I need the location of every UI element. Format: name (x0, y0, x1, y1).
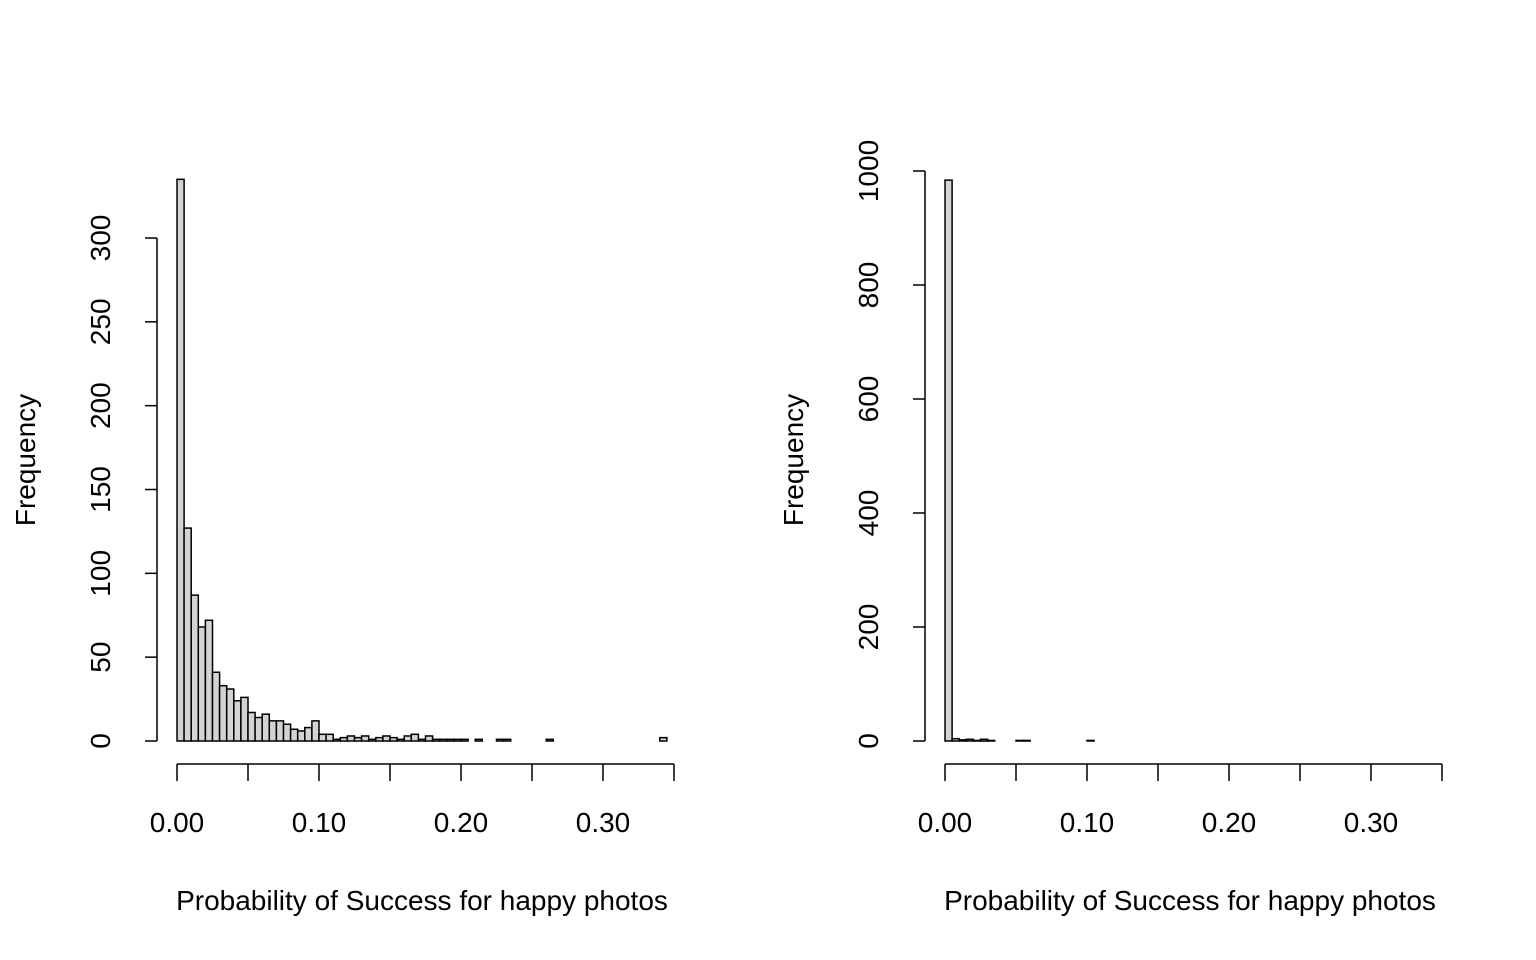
histogram-bar (979, 738, 989, 742)
histogram-bar (304, 726, 313, 742)
histogram-bar (417, 738, 427, 742)
histogram-bar (183, 527, 192, 742)
histogram-bar (460, 738, 469, 742)
histogram-bar (275, 720, 285, 742)
histogram-bar (1015, 739, 1024, 742)
y-tick-label: 50 (85, 642, 116, 673)
histogram-bar (282, 723, 292, 742)
histogram-bar (261, 713, 271, 742)
histogram-bar (659, 736, 668, 742)
histogram-bar (1086, 739, 1095, 742)
histogram-bar (176, 178, 185, 742)
y-tick-label: 150 (85, 466, 116, 513)
histogram-bar (424, 735, 434, 742)
y-tick-label: 200 (853, 604, 884, 651)
histogram-bar (495, 738, 505, 742)
y-tick-label: 800 (853, 262, 884, 309)
y-tick-label: 0 (85, 733, 116, 749)
histogram-bar (325, 733, 334, 742)
histogram-left: Probability of Success for happy photos … (10, 178, 675, 916)
x-tick-label: 0.20 (1202, 807, 1257, 838)
histogram-bar (382, 735, 391, 742)
histogram-bar (360, 735, 370, 742)
x-axis-label: Probability of Success for happy photos (176, 885, 668, 916)
x-tick-label: 0.30 (576, 807, 631, 838)
histogram-bar (446, 738, 455, 742)
histogram-bar (339, 736, 349, 742)
histogram-bar (367, 738, 377, 742)
histogram-bar (289, 728, 299, 742)
histogram-bar (951, 737, 960, 742)
histogram-bar (986, 739, 996, 742)
histogram-bar (247, 711, 256, 742)
histogram-bar (410, 733, 420, 742)
histogram-bar (958, 739, 968, 742)
histogram-bar (389, 736, 398, 742)
histogram-bar (1022, 739, 1031, 742)
histogram-bar (403, 735, 413, 742)
y-tick-label: 0 (853, 733, 884, 749)
histogram-right: Probability of Success for happy photos … (778, 140, 1443, 916)
histogram-bar (438, 738, 448, 742)
histogram-bar (474, 738, 484, 742)
histogram-bar (346, 735, 356, 742)
histogram-bar (965, 738, 975, 742)
histogram-bar (296, 730, 306, 742)
y-axis-label: Frequency (10, 394, 41, 526)
histogram-bar (254, 716, 263, 742)
histogram-bar (332, 738, 342, 742)
histogram-bar (233, 700, 242, 742)
histogram-bar (240, 696, 249, 742)
x-tick-label: 0.20 (434, 807, 489, 838)
histogram-bar (311, 720, 320, 742)
histogram-bar (318, 733, 327, 742)
x-tick-label: 0.10 (1060, 807, 1115, 838)
histogram-bar (225, 688, 235, 742)
x-tick-label: 0.00 (918, 807, 973, 838)
histogram-bar (944, 179, 953, 742)
y-tick-label: 100 (85, 550, 116, 597)
histogram-bar (204, 619, 214, 742)
y-axis-label: Frequency (778, 394, 809, 526)
x-axis-label: Probability of Success for happy photos (944, 885, 1436, 916)
histogram-bar (431, 738, 441, 742)
histogram-bar (396, 738, 405, 742)
histogram-bar (197, 626, 207, 742)
histogram-bar (502, 738, 512, 742)
histogram-bar (375, 736, 384, 742)
y-tick-label: 200 (85, 382, 116, 429)
x-tick-label: 0.30 (1344, 807, 1399, 838)
y-tick-label: 300 (85, 215, 116, 262)
histogram-bar (268, 720, 278, 742)
histogram-bar (453, 738, 462, 742)
histogram-bar (545, 738, 555, 742)
y-tick-label: 250 (85, 298, 116, 345)
y-tick-label: 400 (853, 490, 884, 537)
histogram-bar (353, 736, 363, 742)
histogram-bar (218, 684, 228, 742)
histogram-bar (190, 594, 200, 742)
x-tick-label: 0.10 (292, 807, 347, 838)
y-tick-label: 600 (853, 376, 884, 423)
histogram-bar (972, 739, 982, 742)
y-tick-label: 1000 (853, 140, 884, 202)
histogram-bar (211, 671, 221, 742)
x-tick-label: 0.00 (150, 807, 205, 838)
